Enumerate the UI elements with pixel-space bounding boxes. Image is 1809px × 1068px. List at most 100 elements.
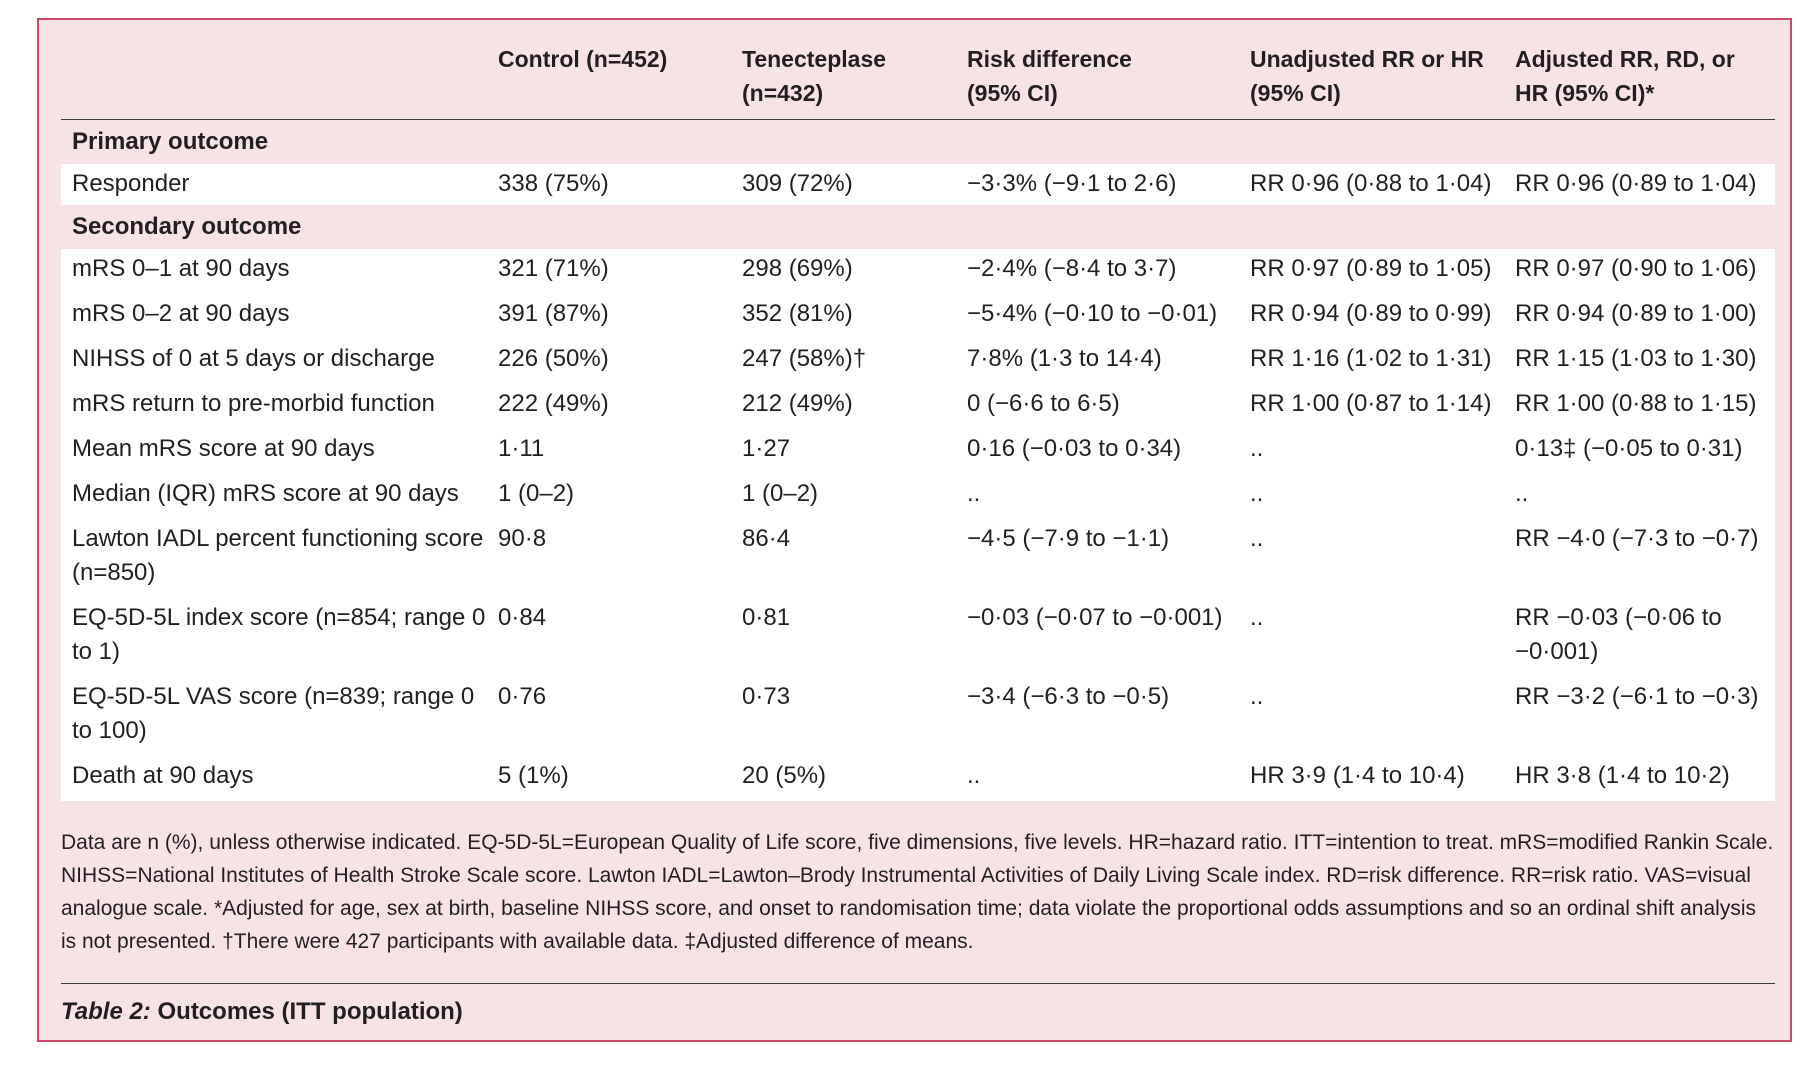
- table-row: mRS 0–1 at 90 days 321 (71%) 298 (69%) −2·4…: [61, 249, 1775, 294]
- cell-rd: −2·4% (−8·4 to 3·7): [967, 255, 1177, 282]
- cell-rd: 0 (−6·6 to 6·5): [967, 390, 1120, 417]
- cell-unadj: RR 1·16 (1·02 to 1·31): [1250, 345, 1492, 372]
- cell-label: Lawton IADL percent functioning score (n…: [72, 525, 484, 586]
- table-row: EQ-5D-5L index score (n=854; range 0 to …: [61, 598, 1775, 677]
- cell-adj: ..: [1515, 480, 1529, 507]
- cell-adj: RR 1·00 (0·88 to 1·15): [1515, 390, 1757, 417]
- secondary-rows: mRS 0–1 at 90 days 321 (71%) 298 (69%) −2·4…: [61, 249, 1775, 801]
- table-caption: Table 2: Outcomes (ITT population): [61, 992, 463, 1032]
- cell-label: NIHSS of 0 at 5 days or discharge: [72, 345, 435, 372]
- table-header: Control (n=452) Tenecteplase (n=432) Ris…: [61, 20, 1775, 120]
- table-row: NIHSS of 0 at 5 days or discharge 226 (50…: [61, 339, 1775, 384]
- cell-label: EQ-5D-5L VAS score (n=839; range 0 to 10…: [72, 683, 475, 744]
- cell-tenecteplase: 0·73: [742, 683, 791, 710]
- header-risk-difference: Risk difference (95% CI): [967, 42, 1132, 110]
- cell-label: mRS 0–1 at 90 days: [72, 255, 290, 282]
- cell-tenecteplase: 212 (49%): [742, 390, 853, 417]
- header-rd-line1: Risk difference: [967, 46, 1132, 72]
- header-unadj-line1: Unadjusted RR or HR: [1250, 46, 1484, 72]
- cell-tenecteplase: 247 (58%)†: [742, 345, 867, 372]
- header-tenecteplase-line1: Tenecteplase: [742, 46, 887, 72]
- cell-unadj: ..: [1250, 525, 1264, 552]
- cell-control: 0·84: [498, 604, 547, 631]
- header-adj-line2: HR (95% CI)*: [1515, 80, 1655, 106]
- cell-control: 1 (0–2): [498, 480, 575, 507]
- table-row: Lawton IADL percent functioning score (n…: [61, 519, 1775, 598]
- cell-control: 321 (71%): [498, 255, 609, 282]
- cell-tenecteplase: 298 (69%): [742, 255, 853, 282]
- section-primary: Primary outcome: [72, 128, 269, 155]
- cell-label: Death at 90 days: [72, 762, 254, 789]
- cell-adj: RR −0·03 (−0·06 to −0·001): [1515, 604, 1722, 665]
- table: Control (n=452) Tenecteplase (n=432) Ris…: [61, 20, 1775, 801]
- table-row: Responder 338 (75%) 309 (72%) −3·3% (−9·1 t…: [61, 164, 1775, 205]
- cell-control: 0·76: [498, 683, 547, 710]
- cell-control: 338 (75%): [498, 170, 609, 197]
- caption-label: Table 2:: [61, 998, 151, 1025]
- table-row: Death at 90 days 5 (1%) 20 (5%).. HR 3·9 (1…: [61, 756, 1775, 801]
- cell-control: 222 (49%): [498, 390, 609, 417]
- cell-unadj: ..: [1250, 683, 1264, 710]
- header-adjusted: Adjusted RR, RD, or HR (95% CI)*: [1515, 42, 1735, 110]
- cell-unadj: RR 0·94 (0·89 to 0·99): [1250, 300, 1492, 327]
- cell-label: mRS 0–2 at 90 days: [72, 300, 290, 327]
- caption-title: Outcomes (ITT population): [157, 998, 463, 1025]
- cell-label: Responder: [72, 170, 190, 197]
- table-row: mRS return to pre-morbid function 222 (49…: [61, 384, 1775, 429]
- cell-label: EQ-5D-5L index score (n=854; range 0 to …: [72, 604, 486, 665]
- cell-adj: 0·13‡ (−0·05 to 0·31): [1515, 435, 1743, 462]
- cell-adj: RR 1·15 (1·03 to 1·30): [1515, 345, 1757, 372]
- cell-adj: RR 0·96 (0·89 to 1·04): [1515, 170, 1757, 197]
- cell-adj: RR 0·97 (0·90 to 1·06): [1515, 255, 1757, 282]
- cell-rd: −3·4 (−6·3 to −0·5): [967, 683, 1170, 710]
- cell-label: mRS return to pre-morbid function: [72, 390, 435, 417]
- header-control-line1: Control (n=452): [498, 46, 668, 72]
- cell-rd: −3·3% (−9·1 to 2·6): [967, 170, 1177, 197]
- cell-tenecteplase: 352 (81%): [742, 300, 853, 327]
- cell-tenecteplase: 1·27: [742, 435, 791, 462]
- cell-rd: −5·4% (−0·10 to −0·01): [967, 300, 1218, 327]
- cell-rd: −0·03 (−0·07 to −0·001): [967, 604, 1223, 631]
- cell-unadj: HR 3·9 (1·4 to 10·4): [1250, 762, 1465, 789]
- cell-unadj: ..: [1250, 480, 1264, 507]
- cell-unadj: RR 0·96 (0·88 to 1·04): [1250, 170, 1492, 197]
- table-footnote: Data are n (%), unless otherwise indicat…: [61, 831, 1774, 953]
- header-unadjusted: Unadjusted RR or HR (95% CI): [1250, 42, 1484, 110]
- table-row: mRS 0–2 at 90 days 391 (87%) 352 (81%) −5·4…: [61, 294, 1775, 339]
- cell-rd: 7·8% (1·3 to 14·4): [967, 345, 1162, 372]
- cell-adj: RR −4·0 (−7·3 to −0·7): [1515, 525, 1759, 552]
- table-row: Median (IQR) mRS score at 90 days 1 (0–2)…: [61, 474, 1775, 519]
- header-tenecteplase: Tenecteplase (n=432): [742, 42, 886, 110]
- caption-divider: [61, 983, 1775, 984]
- cell-adj: RR 0·94 (0·89 to 1·00): [1515, 300, 1757, 327]
- cell-label: Median (IQR) mRS score at 90 days: [72, 480, 459, 507]
- cell-adj: HR 3·8 (1·4 to 10·2): [1515, 762, 1730, 789]
- cell-tenecteplase: 20 (5%): [742, 762, 827, 789]
- primary-rows: Responder 338 (75%) 309 (72%) −3·3% (−9·1 t…: [61, 164, 1775, 205]
- cell-unadj: ..: [1250, 435, 1264, 462]
- cell-rd: ..: [967, 762, 981, 789]
- cell-label: Mean mRS score at 90 days: [72, 435, 375, 462]
- header-rd-line2: (95% CI): [967, 80, 1058, 106]
- header-unadj-line2: (95% CI): [1250, 80, 1341, 106]
- header-control: Control (n=452): [498, 42, 667, 76]
- header-tenecteplase-line2: (n=432): [742, 80, 824, 106]
- table-panel: Control (n=452) Tenecteplase (n=432) Ris…: [37, 18, 1792, 1042]
- header-adj-line1: Adjusted RR, RD, or: [1515, 46, 1735, 72]
- cell-unadj: ..: [1250, 604, 1264, 631]
- cell-rd: ..: [967, 480, 981, 507]
- cell-control: 391 (87%): [498, 300, 609, 327]
- cell-control: 5 (1%): [498, 762, 569, 789]
- cell-adj: RR −3·2 (−6·1 to −0·3): [1515, 683, 1759, 710]
- table-row: EQ-5D-5L VAS score (n=839; range 0 to 10…: [61, 677, 1775, 756]
- cell-tenecteplase: 86·4: [742, 525, 791, 552]
- cell-control: 1·11: [498, 435, 545, 462]
- cell-tenecteplase: 309 (72%): [742, 170, 853, 197]
- section-secondary: Secondary outcome: [72, 213, 302, 240]
- cell-control: 90·8: [498, 525, 547, 552]
- cell-rd: 0·16 (−0·03 to 0·34): [967, 435, 1182, 462]
- cell-control: 226 (50%): [498, 345, 609, 372]
- cell-tenecteplase: 0·81: [742, 604, 791, 631]
- cell-unadj: RR 1·00 (0·87 to 1·14): [1250, 390, 1492, 417]
- table-row: Mean mRS score at 90 days 1·11 1·27 0·16 (−…: [61, 429, 1775, 474]
